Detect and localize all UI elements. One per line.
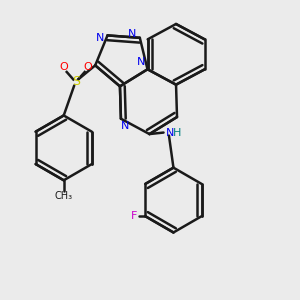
Text: N: N	[128, 29, 136, 39]
Text: N: N	[166, 128, 174, 138]
Text: N: N	[96, 33, 104, 43]
Text: CH₃: CH₃	[55, 191, 73, 201]
Text: S: S	[72, 75, 80, 88]
Text: O: O	[59, 62, 68, 73]
Text: O: O	[83, 62, 92, 73]
Text: N: N	[137, 57, 146, 67]
Text: F: F	[131, 211, 137, 221]
Text: N: N	[121, 121, 130, 131]
Text: H: H	[172, 128, 181, 138]
